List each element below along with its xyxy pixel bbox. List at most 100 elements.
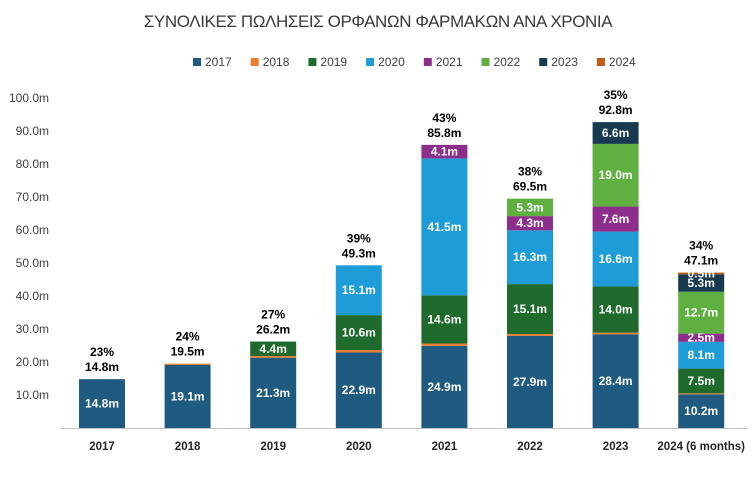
percent-label: 23% xyxy=(90,345,114,359)
percent-label: 35% xyxy=(604,88,628,102)
bar-segment xyxy=(592,143,639,207)
bar-segment xyxy=(592,334,639,428)
segment-value-label: 14.6m xyxy=(427,312,461,326)
bar-segment xyxy=(250,341,297,357)
bar-segment xyxy=(592,122,639,144)
segment-value-label: 4.3m xyxy=(516,216,543,230)
percent-label: 39% xyxy=(347,231,371,245)
bar-segment xyxy=(335,265,382,316)
bar-segment xyxy=(421,343,468,346)
y-tick-label: 90.0m xyxy=(16,124,49,138)
bar-segment xyxy=(421,295,468,344)
segment-value-label: 16.6m xyxy=(599,252,633,266)
bar-segment xyxy=(421,144,468,159)
bar-segment xyxy=(250,356,297,358)
x-tick-label: 2020 xyxy=(346,441,372,453)
segment-value-label: 10.2m xyxy=(684,404,718,418)
total-value-label: 49.3m xyxy=(342,246,376,260)
bar-segment xyxy=(507,198,553,217)
bar-segment xyxy=(507,284,553,334)
segment-value-label: 5.3m xyxy=(688,276,715,290)
legend-label: 2023 xyxy=(551,55,578,69)
chart-title: ΣΥΝΟΛΙΚΕΣ ΠΩΛΗΣΕΙΣ ΟΡΦΑΝΩΝ ΦΑΡΜΑΚΩΝ ΑΝΑ … xyxy=(144,12,613,31)
bar-segment xyxy=(421,345,468,428)
legend-swatch xyxy=(193,58,201,66)
segment-value-label: 19.0m xyxy=(599,168,633,182)
x-tick-label: 2019 xyxy=(260,441,286,453)
legend-label: 2022 xyxy=(494,55,521,69)
segment-value-label: 41.5m xyxy=(427,220,461,234)
y-tick-label: 40.0m xyxy=(16,289,49,303)
legend-swatch xyxy=(596,58,605,66)
segment-value-label: 22.9m xyxy=(342,383,376,397)
y-tick-label: 30.0m xyxy=(16,322,49,336)
segment-value-label: 19.1m xyxy=(171,389,205,403)
segment-value-label: 8.1m xyxy=(688,348,715,362)
y-tick-label: 70.0m xyxy=(16,190,49,204)
segment-value-label: 2.5m xyxy=(688,331,715,345)
x-tick-label: 2022 xyxy=(517,441,543,453)
bar-segment xyxy=(164,363,211,365)
bar-segment xyxy=(164,364,211,428)
total-value-label: 47.1m xyxy=(684,254,718,268)
total-value-label: 14.8m xyxy=(85,360,119,374)
bar-segment xyxy=(421,158,468,296)
legend-label: 2020 xyxy=(378,55,405,69)
bar-segment xyxy=(507,333,553,336)
segment-value-label: 4.4m xyxy=(260,342,287,356)
percent-label: 34% xyxy=(689,239,713,253)
bar-segment xyxy=(678,274,725,292)
segment-value-label: 4.1m xyxy=(431,145,458,159)
bar-segment xyxy=(507,335,553,428)
percent-label: 27% xyxy=(261,308,285,322)
y-tick-label: 100.0m xyxy=(9,91,49,105)
legend-label: 2017 xyxy=(205,55,232,69)
segment-value-label: 6.6m xyxy=(602,126,629,140)
segment-value-label: 12.7m xyxy=(684,306,718,320)
bar-segment xyxy=(592,231,639,287)
x-tick-label: 2018 xyxy=(175,441,201,453)
segment-value-label: 16.3m xyxy=(513,250,547,264)
segment-value-label: 10.6m xyxy=(342,326,376,340)
total-value-label: 92.8m xyxy=(599,103,633,117)
segment-value-label: 14.0m xyxy=(599,303,633,317)
bar-segment xyxy=(507,230,553,285)
total-value-label: 19.5m xyxy=(171,345,205,359)
bar-segment xyxy=(678,272,725,275)
total-value-label: 69.5m xyxy=(513,180,547,194)
segment-value-label: 21.3m xyxy=(256,386,290,400)
legend-swatch xyxy=(423,58,432,66)
bar-segment xyxy=(678,394,725,428)
segment-value-label: 24.9m xyxy=(427,380,461,394)
segment-value-label: 0.5m xyxy=(688,266,715,280)
segment-value-label: 7.6m xyxy=(602,212,629,226)
legend-swatch xyxy=(481,58,490,66)
bar-segment xyxy=(335,315,382,351)
percent-label: 38% xyxy=(518,165,542,179)
legend-label: 2019 xyxy=(320,55,347,69)
legend-swatch xyxy=(539,58,548,66)
bar-segment xyxy=(335,350,382,353)
legend-swatch xyxy=(308,58,317,66)
legend-swatch xyxy=(366,58,375,66)
segment-value-label: 14.8m xyxy=(85,397,119,411)
bar-segment xyxy=(678,393,725,395)
bar-segment xyxy=(678,333,725,342)
segment-value-label: 7.5m xyxy=(688,374,715,388)
percent-label: 43% xyxy=(432,111,456,125)
total-value-label: 26.2m xyxy=(256,323,290,337)
x-tick-label: 2021 xyxy=(432,441,458,453)
bars: 14.8m14.8m23%19.1m19.5m24%21.3m4.4m26.2m… xyxy=(79,88,725,428)
legend-label: 2024 xyxy=(609,55,636,69)
bar-segment xyxy=(250,357,297,428)
bar-segment xyxy=(335,352,382,428)
total-value-label: 85.8m xyxy=(427,126,461,140)
